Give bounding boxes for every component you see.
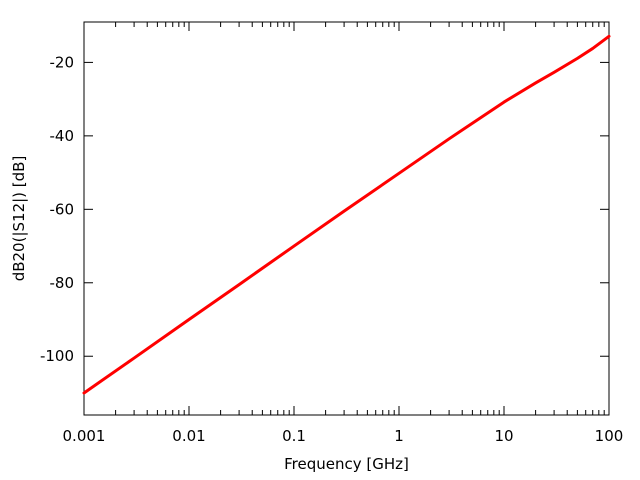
y-tick-label: -100 [40, 347, 74, 365]
x-tick-label: 10 [494, 427, 513, 445]
y-axis-ticks: -20 -40 -60 -80 -100 [40, 53, 609, 365]
x-tick-label: 0.001 [63, 427, 106, 445]
x-axis-ticks: 0.001 0.01 0.1 1 10 100 [63, 22, 624, 445]
x-tick-label: 0.01 [172, 427, 205, 445]
x-axis-label: Frequency [GHz] [284, 455, 409, 473]
x-tick-label: 0.1 [282, 427, 306, 445]
series-layer [82, 34, 611, 395]
minor-ticks [115, 22, 605, 415]
y-tick-label: -40 [50, 127, 75, 145]
plot-frame [83, 21, 610, 416]
y-tick-label: -80 [50, 274, 75, 292]
x-tick-label: 1 [394, 427, 404, 445]
y-tick-label: -60 [50, 200, 75, 218]
y-axis-label: dB20(|S12|) [dB] [10, 156, 28, 282]
x-tick-label: 100 [595, 427, 624, 445]
series-line [82, 34, 611, 395]
y-tick-label: -20 [50, 53, 75, 71]
